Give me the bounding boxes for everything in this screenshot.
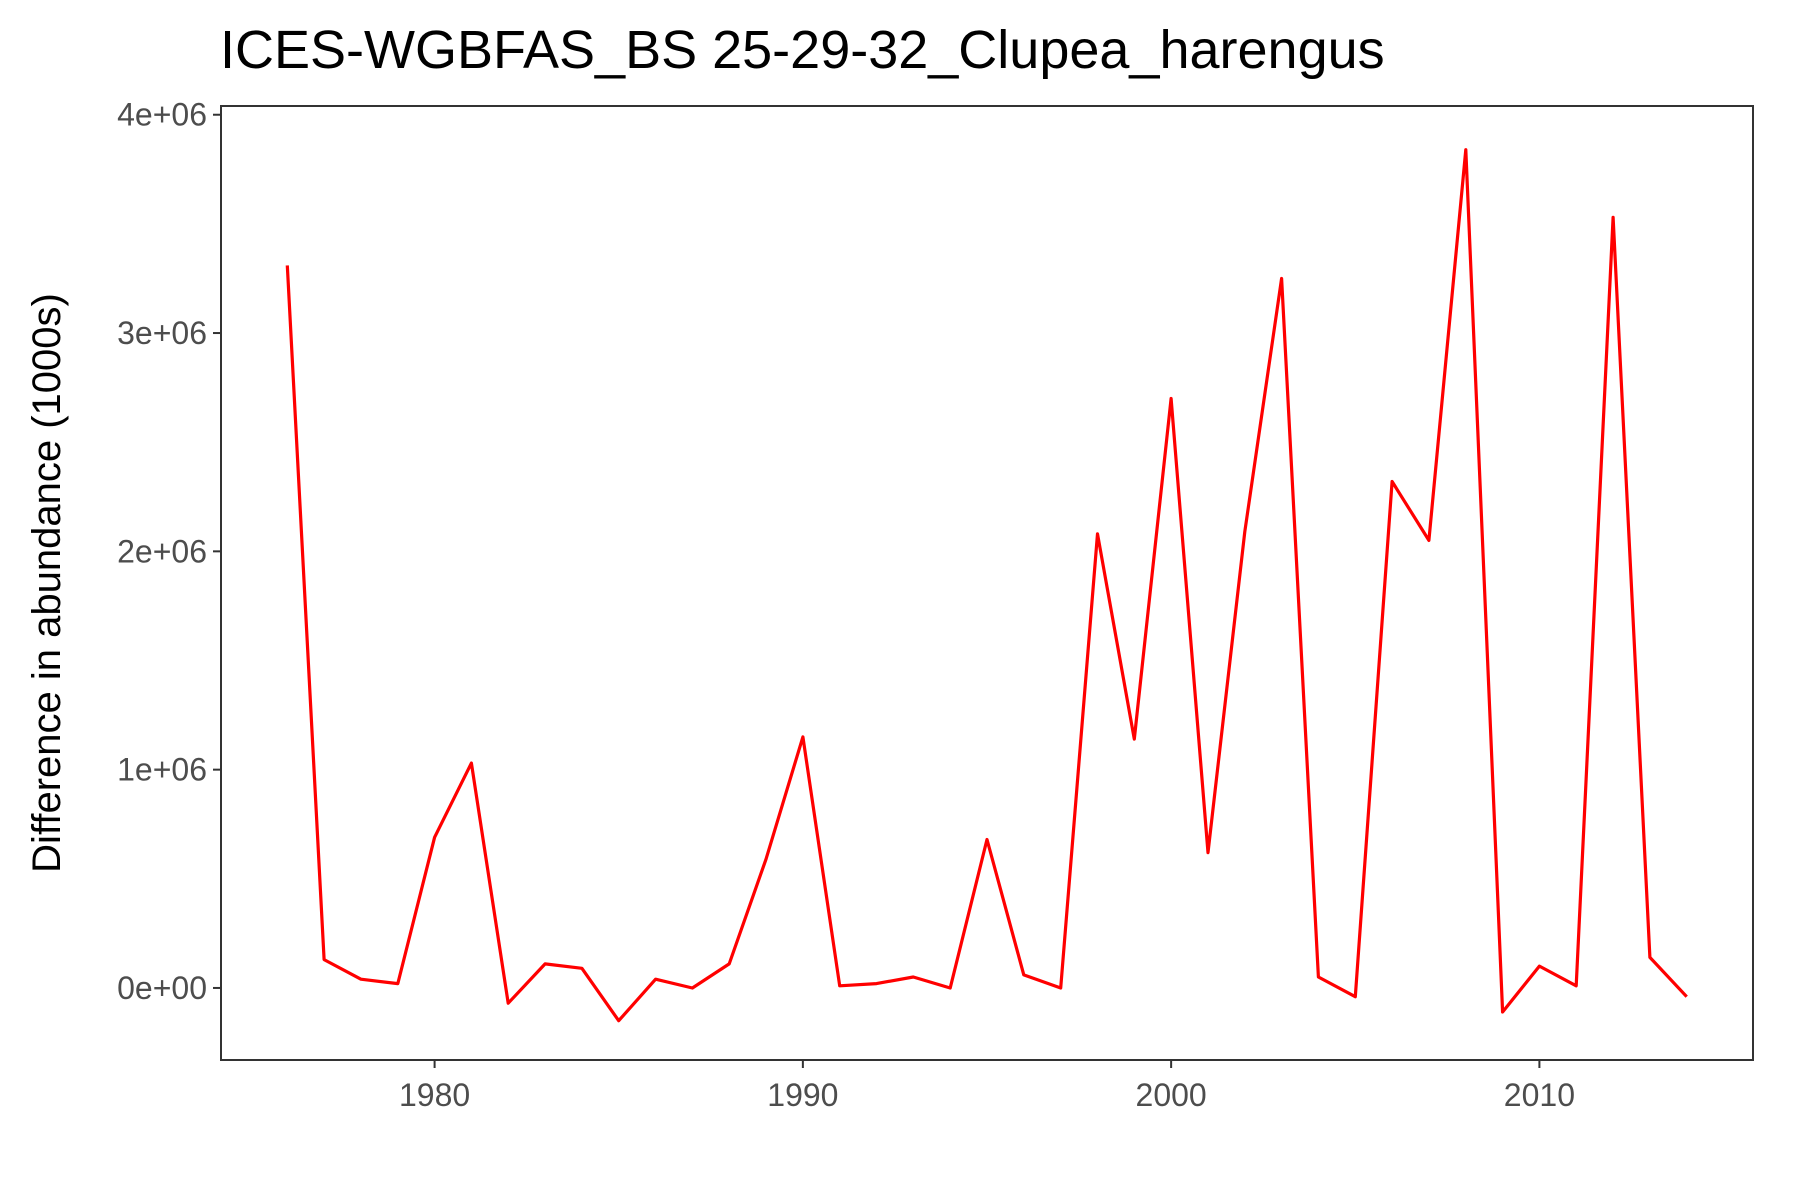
y-axis-label: Difference in abundance (1000s) xyxy=(25,293,69,873)
plot-layer xyxy=(285,148,1688,1023)
x-tick-label: 2000 xyxy=(1136,1077,1207,1113)
x-tick-label: 1980 xyxy=(399,1077,470,1113)
series-line-0 xyxy=(285,148,1688,1023)
plot-panel xyxy=(220,105,1754,1061)
x-tick-label: 2010 xyxy=(1504,1077,1575,1113)
y-tick-label: 0e+00 xyxy=(117,970,207,1006)
y-tick-label: 1e+06 xyxy=(117,752,207,788)
axis-layer: 1980 1990 2000 2010 0e+00 1e+06 2e+06 3e+06 4e+0… xyxy=(117,97,1575,1113)
y-tick-label: 3e+06 xyxy=(117,315,207,351)
y-tick-label: 2e+06 xyxy=(117,533,207,569)
y-tick-label: 4e+06 xyxy=(117,97,207,133)
x-tick-label: 1990 xyxy=(767,1077,838,1113)
chart-title: ICES-WGBFAS_BS 25-29-32_Clupea_harengus xyxy=(220,20,1385,80)
